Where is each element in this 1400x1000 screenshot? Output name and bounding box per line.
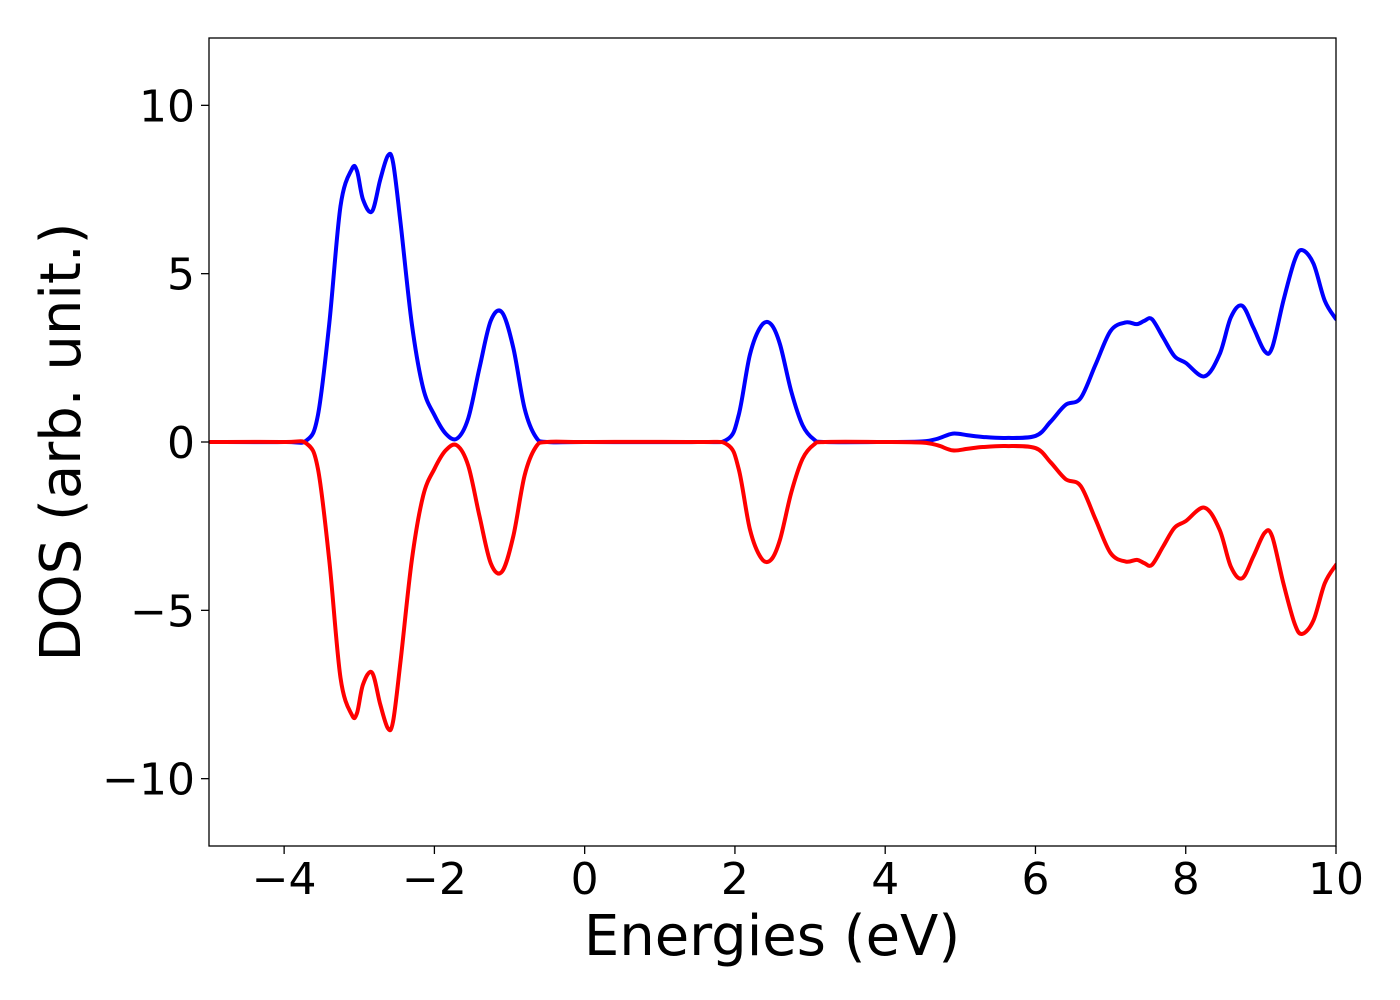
y-tick-label: 0 bbox=[167, 418, 195, 469]
x-tick-label: −2 bbox=[402, 854, 467, 905]
y-axis-label: DOS (arb. unit.) bbox=[29, 222, 94, 661]
x-tick-label: 4 bbox=[871, 854, 899, 905]
x-tick-label: 10 bbox=[1308, 854, 1364, 905]
y-tick-label: −5 bbox=[130, 586, 195, 637]
series-line-spin-down bbox=[209, 439, 1336, 733]
y-tick-label: 5 bbox=[167, 250, 195, 301]
y-tick-label: −10 bbox=[102, 755, 195, 806]
x-tick-label: −4 bbox=[252, 854, 317, 905]
x-tick-label: 0 bbox=[571, 854, 599, 905]
series-layer bbox=[209, 151, 1336, 733]
y-axis: 10 5 0 −5 −10 bbox=[102, 81, 209, 806]
y-tick-label: 10 bbox=[139, 81, 195, 132]
x-tick-label: 8 bbox=[1172, 854, 1200, 905]
x-axis: −4 −2 0 2 4 6 8 10 bbox=[252, 846, 1364, 905]
x-tick-label: 2 bbox=[721, 854, 749, 905]
x-tick-label: 6 bbox=[1021, 854, 1049, 905]
series-line-spin-up bbox=[209, 151, 1336, 445]
x-axis-label: Energies (eV) bbox=[584, 904, 960, 969]
